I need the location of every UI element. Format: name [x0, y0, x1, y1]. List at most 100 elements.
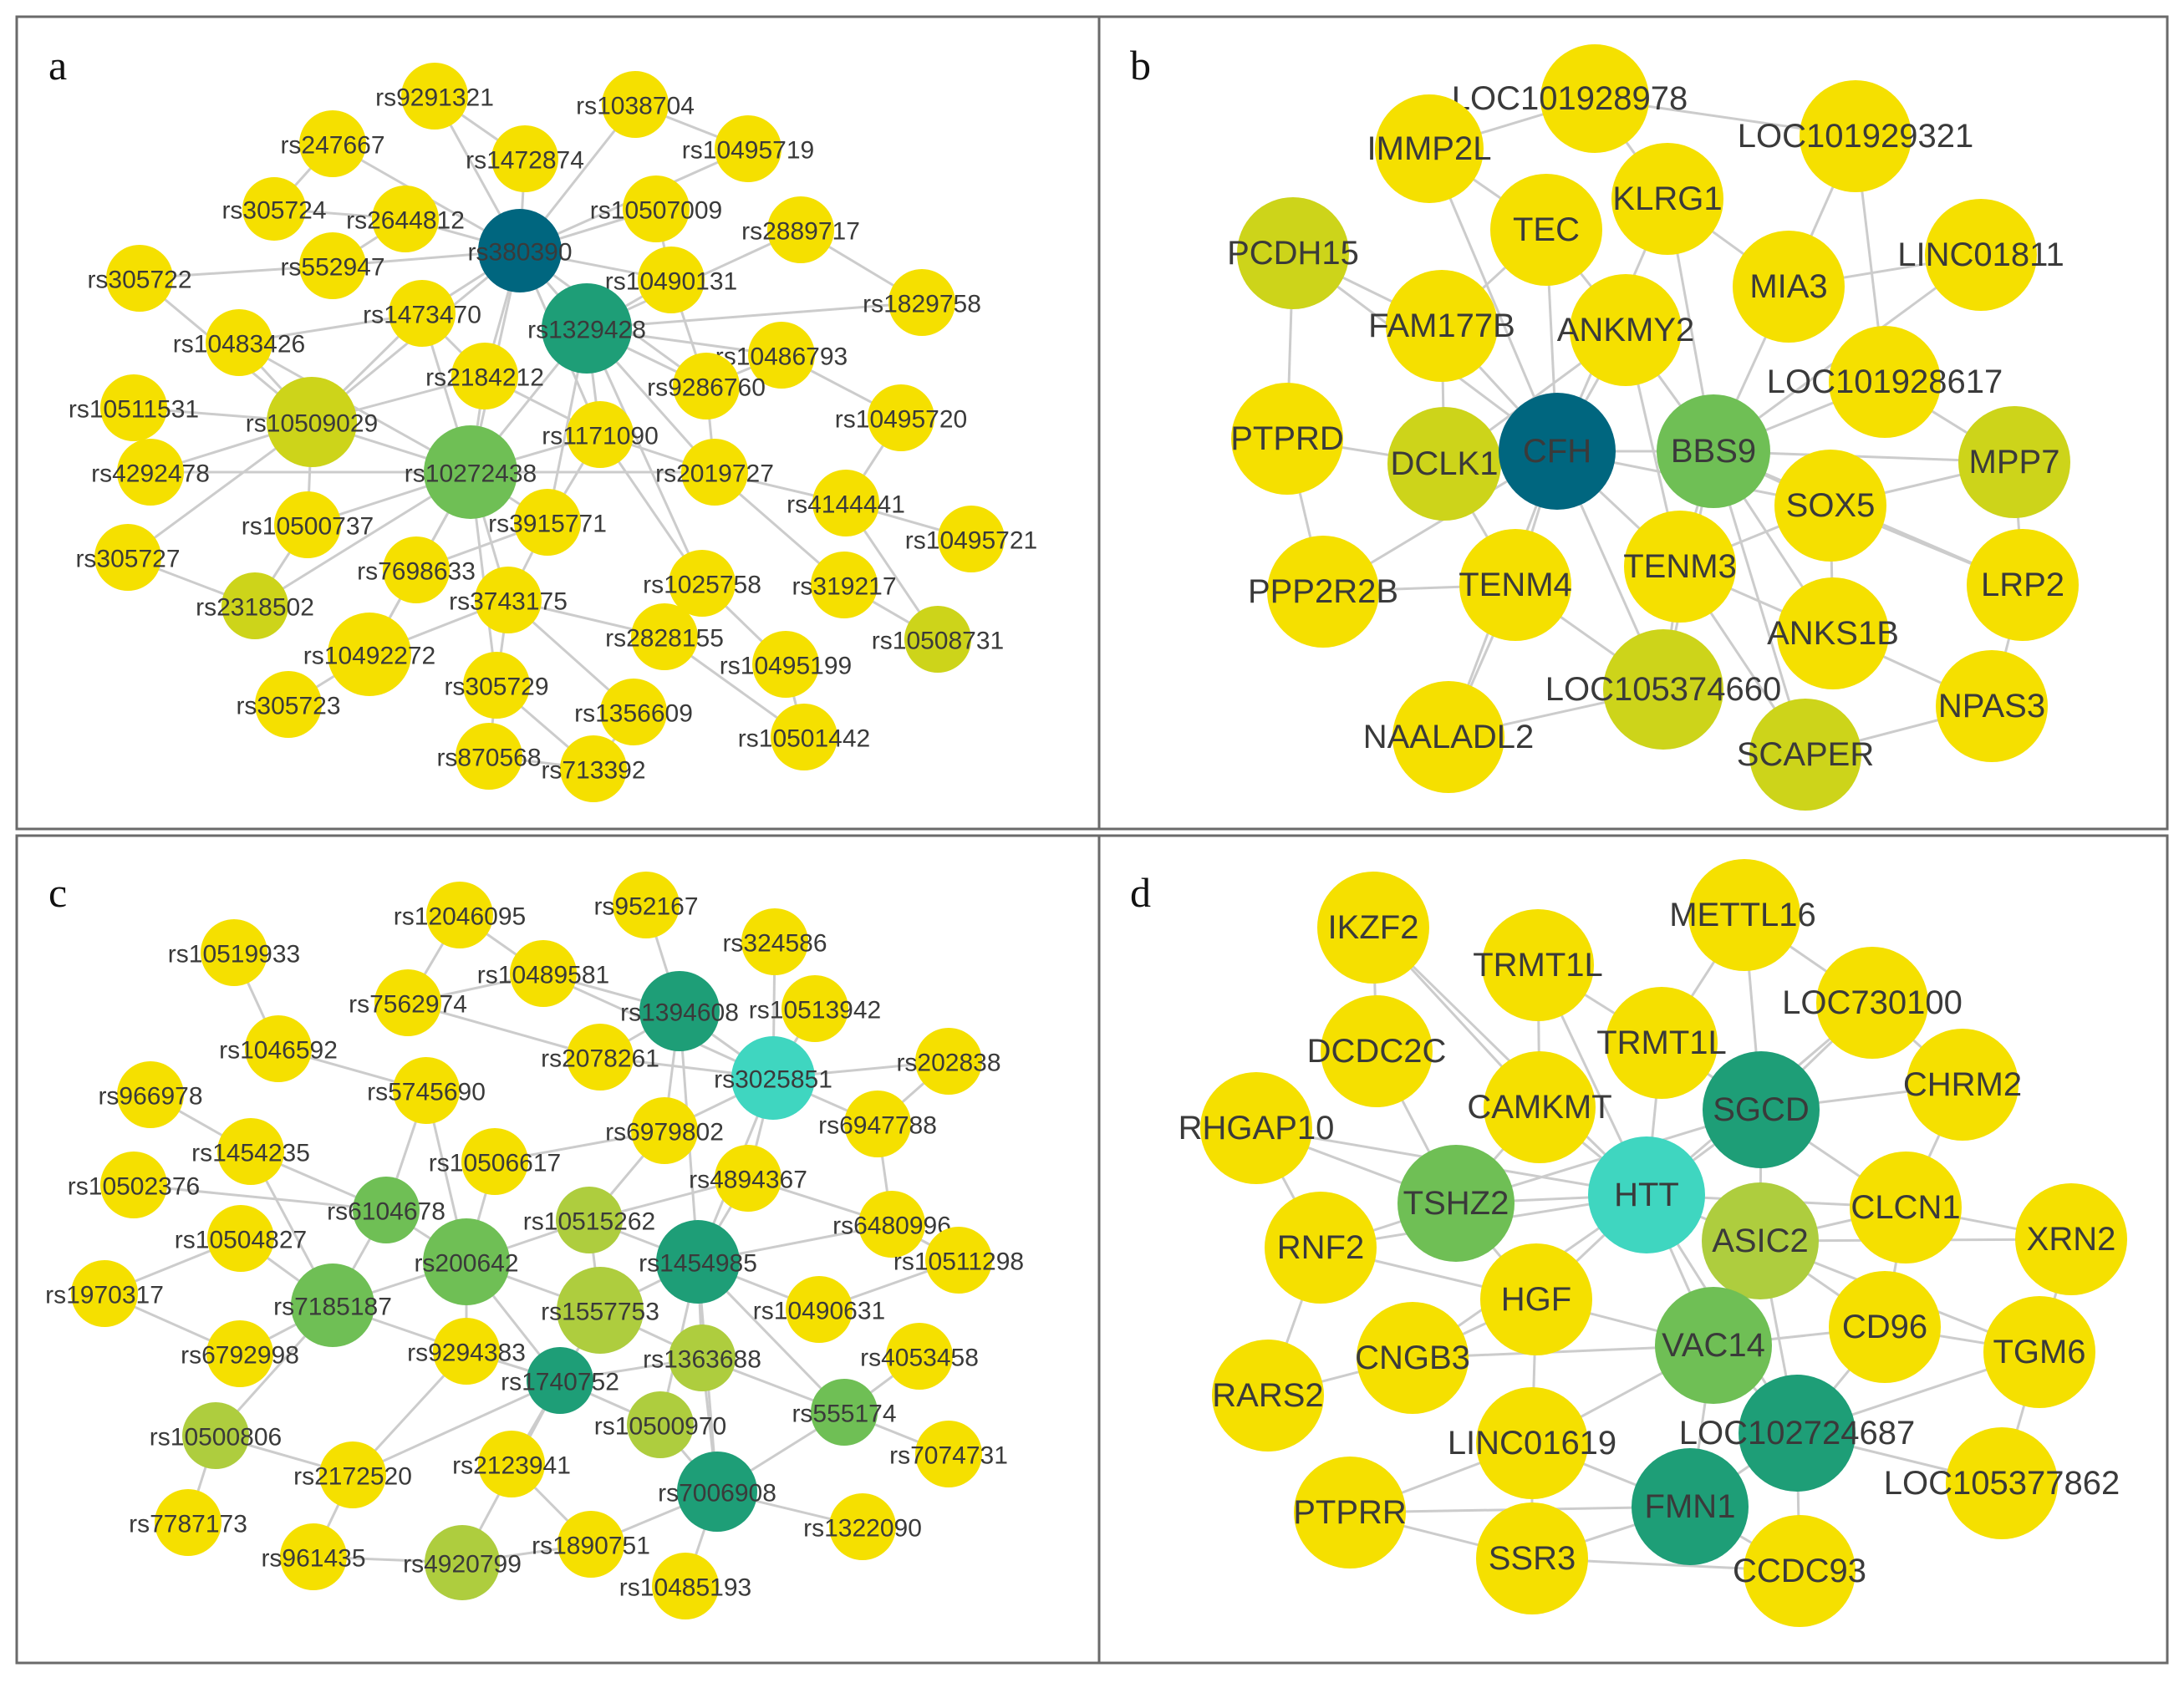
node-label: rs10495721	[905, 527, 1037, 555]
network-node: TEC	[1490, 174, 1602, 286]
node-label: rs4920799	[403, 1551, 522, 1579]
node-label: rs10492272	[303, 643, 435, 670]
node-circle	[1570, 274, 1682, 386]
panel-letter: b	[1130, 42, 1151, 89]
node-circle	[915, 1421, 982, 1487]
network-node: rs4920799	[403, 1525, 522, 1600]
node-circle	[925, 1227, 992, 1294]
node-label: rs952167	[593, 893, 698, 921]
node-circle	[602, 71, 669, 138]
network-node: FAM177B	[1368, 270, 1515, 382]
network-node: LOC101928617	[1767, 326, 2003, 438]
network-node: LOC105374660	[1545, 629, 1781, 750]
network-node: rs2078261	[541, 1024, 659, 1091]
network-node: rs1557753	[541, 1267, 659, 1354]
node-circle	[631, 1097, 698, 1164]
network-node: rs200642	[414, 1218, 519, 1305]
network-node: rs1970317	[45, 1260, 164, 1327]
node-circle	[182, 1402, 249, 1469]
node-circle	[1459, 529, 1571, 641]
node-circle	[1703, 1051, 1820, 1168]
node-label: rs10483426	[173, 331, 305, 358]
node-label: rs6979802	[605, 1119, 724, 1147]
node-circle	[1267, 536, 1379, 648]
network-node: rs961435	[261, 1523, 366, 1590]
node-circle	[255, 671, 322, 738]
node-label: rs1557753	[541, 1299, 659, 1326]
network-node: rs952167	[593, 872, 699, 938]
node-circle	[461, 1128, 528, 1195]
network-node: rs1473470	[363, 280, 481, 347]
node-circle	[1983, 1296, 2095, 1408]
node-circle	[1490, 174, 1602, 286]
network-node: rs10506617	[429, 1128, 561, 1195]
node-label: rs4053458	[860, 1345, 979, 1372]
node-circle	[1829, 326, 1941, 438]
node-label: SOX5	[1786, 487, 1876, 524]
network-node: rs10507009	[590, 175, 722, 242]
node-label: rs6947788	[818, 1112, 937, 1140]
node-label: rs4894367	[689, 1167, 807, 1194]
node-label: rs1329428	[527, 317, 646, 344]
node-circle	[1480, 1243, 1592, 1355]
network-node: TRMT1L	[1596, 987, 1727, 1099]
node-circle	[2015, 1183, 2127, 1295]
node-label: rs1038704	[576, 93, 695, 120]
network-node: RNF2	[1265, 1192, 1377, 1304]
network-node: rs6947788	[818, 1091, 937, 1157]
node-circle	[328, 613, 411, 696]
network-edge	[586, 301, 923, 330]
node-circle	[155, 1489, 221, 1556]
network-node: rs7562974	[349, 969, 467, 1036]
node-circle	[1386, 270, 1498, 382]
node-label: CCDC93	[1733, 1553, 1866, 1589]
node-label: DCLK1	[1391, 445, 1499, 482]
node-circle	[767, 196, 834, 263]
node-label: SCAPER	[1737, 736, 1875, 773]
node-label: PTPRD	[1230, 420, 1344, 457]
network-node: LOC730100	[1782, 947, 1963, 1059]
network-node: rs2644812	[346, 186, 465, 252]
network-node: TRMT1L	[1473, 909, 1603, 1021]
node-label: rs7074731	[889, 1442, 1008, 1470]
node-label: XRN2	[2027, 1221, 2116, 1258]
node-circle	[567, 401, 634, 468]
network-node: IMMP2L	[1367, 94, 1491, 203]
node-label: CHRM2	[1903, 1066, 2022, 1103]
node-label: rs1454985	[639, 1250, 757, 1278]
node-label: rs10272438	[405, 460, 537, 488]
node-label: rs4292478	[91, 460, 210, 488]
node-circle	[1387, 407, 1501, 521]
node-label: rs10500737	[242, 513, 374, 541]
node-circle	[267, 377, 357, 467]
node-circle	[1829, 1271, 1941, 1383]
network-node: rs1394608	[620, 971, 739, 1051]
network-node: rs2184212	[425, 343, 544, 409]
node-circle	[656, 1220, 740, 1304]
node-circle	[556, 1187, 623, 1253]
node-label: rs10507009	[590, 197, 722, 225]
node-label: LOC105374660	[1545, 671, 1781, 708]
network-edge	[352, 1379, 561, 1477]
network-node: CFH	[1499, 393, 1616, 510]
node-circle	[631, 603, 698, 670]
node-circle	[71, 1260, 138, 1327]
network-node: rs10509029	[246, 377, 378, 467]
network-node: rs1363688	[643, 1324, 761, 1391]
node-label: rs1454235	[191, 1140, 310, 1167]
network-node: LOC102724687	[1679, 1375, 1915, 1492]
node-label: rs10489581	[477, 962, 609, 989]
node-label: SSR3	[1489, 1540, 1576, 1577]
node-circle	[1611, 143, 1723, 255]
network-node: rs10492272	[303, 613, 435, 696]
node-circle	[1946, 1427, 2058, 1539]
node-circle	[600, 679, 667, 745]
node-label: FMN1	[1645, 1488, 1736, 1525]
network-node: rs10490631	[753, 1276, 885, 1343]
node-circle	[1397, 1145, 1515, 1262]
network-node: rs10495719	[682, 115, 814, 182]
network-node: ASIC2	[1702, 1182, 1819, 1299]
node-circle	[560, 735, 627, 802]
node-label: rs10501442	[738, 725, 870, 753]
node-circle	[1744, 1515, 1856, 1627]
